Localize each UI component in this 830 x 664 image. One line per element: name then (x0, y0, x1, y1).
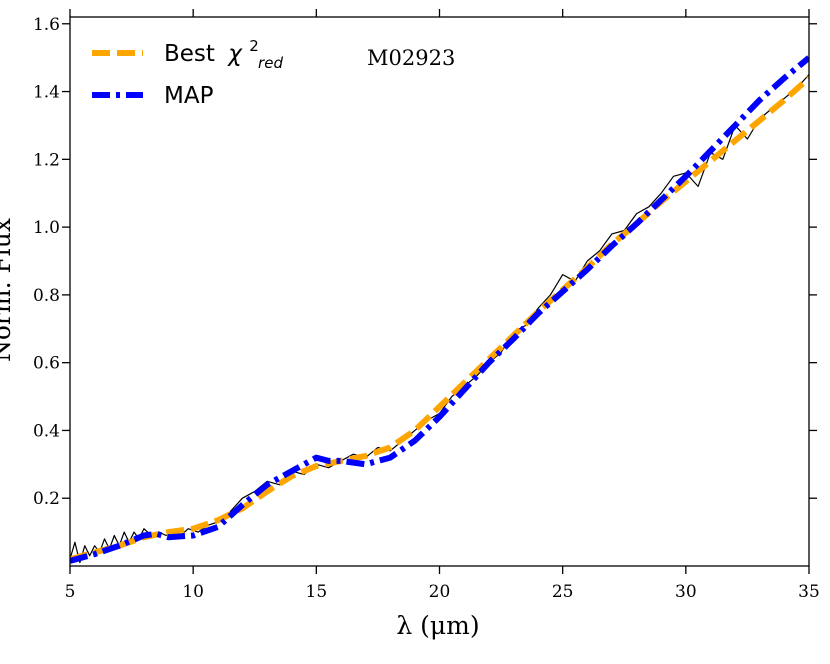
x-tick-label-30: 30 (675, 582, 697, 602)
y-tick-label-1.6: 1.6 (33, 15, 60, 35)
x-tick-label-35: 35 (798, 582, 820, 602)
legend: Best χ 2 red MAP (92, 31, 283, 109)
series-line-best_chi2 (70, 75, 809, 563)
series-layer (70, 55, 809, 564)
legend-label-superscript: 2 (249, 37, 259, 55)
legend-label-chi-symbol: χ (226, 41, 243, 67)
tick-labels: 5 10 15 20 25 30 35 0.2 0.4 0.6 0.8 1.0 1.2 1.4 1.6 (33, 15, 820, 602)
y-tick-label-1.4: 1.4 (33, 83, 60, 103)
x-tick-label-25: 25 (552, 582, 574, 602)
x-tick-label-15: 15 (306, 582, 328, 602)
x-tick-label-5: 5 (65, 582, 76, 602)
legend-label-best-chi2: Best χ 2 red (164, 31, 283, 72)
y-tick-label-0.4: 0.4 (33, 421, 60, 441)
y-tick-label-0.6: 0.6 (33, 354, 60, 374)
y-tick-label-1.2: 1.2 (33, 150, 60, 170)
legend-label-map: MAP (164, 83, 214, 109)
legend-label-best-text: Best (164, 41, 215, 67)
series-line-map (70, 55, 809, 564)
legend-label-subscript: red (258, 54, 283, 72)
y-tick-label-0.2: 0.2 (33, 489, 60, 509)
y-axis-title: Norm. Flux (0, 218, 16, 362)
x-tick-label-20: 20 (429, 582, 451, 602)
y-tick-label-1: 1.0 (33, 218, 60, 238)
series-line-observed (70, 74, 809, 564)
y-tick-label-0.8: 0.8 (33, 286, 60, 306)
object-id-annotation: M02923 (367, 46, 455, 70)
x-axis-title: λ (μm) (396, 611, 479, 640)
axis-ticks (62, 9, 817, 574)
x-tick-label-10: 10 (182, 582, 204, 602)
